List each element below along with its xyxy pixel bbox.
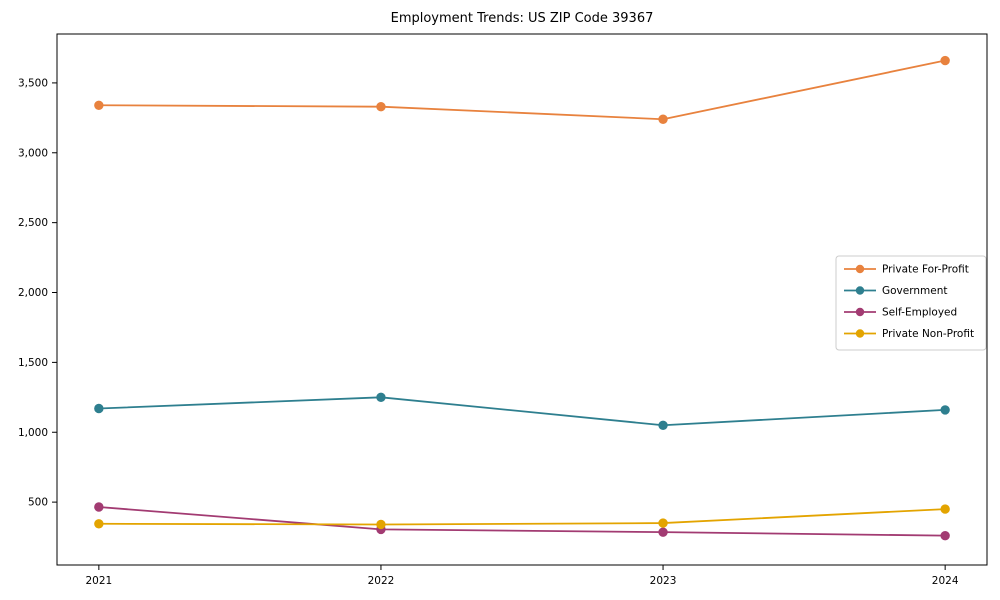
- legend-sample-marker: [855, 264, 865, 274]
- legend-label: Self-Employed: [882, 307, 957, 319]
- legend-sample-marker: [855, 307, 865, 317]
- data-point-marker: [658, 527, 668, 537]
- data-point-marker: [658, 420, 668, 430]
- y-tick-label: 1,000: [18, 427, 48, 439]
- series-line: [97, 396, 947, 427]
- data-point-marker: [376, 392, 386, 403]
- series-line: [97, 506, 947, 537]
- data-point-marker: [940, 504, 950, 514]
- legend-sample-marker: [855, 286, 865, 295]
- data-point-marker: [376, 101, 386, 112]
- data-point-marker: [94, 519, 104, 529]
- y-tick-label: 2,500: [18, 217, 48, 229]
- series-line: [97, 508, 947, 526]
- data-point-marker: [940, 405, 950, 415]
- data-point-marker: [658, 518, 668, 528]
- y-tick-label: 500: [28, 497, 48, 509]
- plot-frame: [56, 33, 988, 566]
- x-tick-label: 2022: [368, 575, 395, 587]
- data-point-marker: [94, 502, 104, 512]
- legend-label: Private Non-Profit: [882, 328, 974, 340]
- data-point-marker: [94, 100, 104, 110]
- data-point-marker: [658, 114, 668, 124]
- x-tick-label: 2023: [650, 575, 677, 587]
- chart-title: Employment Trends: US ZIP Code 39367: [391, 11, 654, 26]
- y-tick-label: 3,000: [18, 147, 48, 159]
- legend-box: [835, 255, 987, 351]
- series-line: [97, 59, 947, 121]
- legend-label: Private For-Profit: [882, 264, 969, 276]
- x-tick-label: 2024: [932, 575, 959, 587]
- data-point-marker: [376, 519, 386, 530]
- legend-label: Government: [882, 285, 947, 297]
- y-tick-label: 2,000: [18, 287, 48, 299]
- data-point-marker: [940, 530, 950, 541]
- y-tick-label: 3,500: [18, 77, 48, 89]
- x-tick-label: 2021: [85, 575, 112, 587]
- y-tick-label: 1,500: [18, 357, 48, 369]
- legend-sample-marker: [855, 329, 865, 338]
- data-point-marker: [940, 55, 950, 66]
- data-point-marker: [94, 403, 104, 414]
